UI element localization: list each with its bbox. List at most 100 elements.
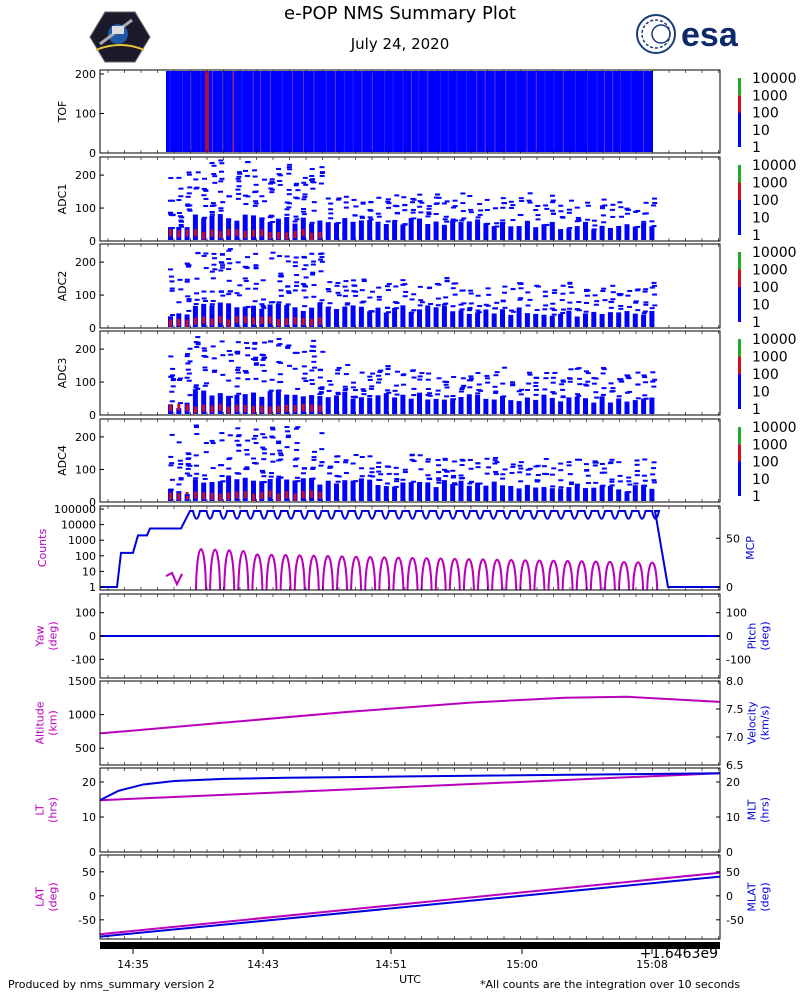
adc-column [292, 480, 298, 501]
adc-scatter-cell [617, 378, 623, 381]
adc-scatter-cell [293, 427, 299, 430]
adc-scatter-cell [367, 378, 373, 381]
adc-scatter-cell [276, 167, 282, 170]
adc-scatter-cell [376, 286, 382, 289]
adc-scatter-cell [401, 373, 407, 376]
adc-column [508, 314, 514, 327]
adc-scatter-cell [427, 286, 433, 289]
adc-column [251, 480, 256, 501]
adc-column [242, 477, 248, 501]
adc-scatter-cell [301, 289, 307, 292]
adc-scatter-cell [652, 284, 658, 287]
panel-7-right-ylabel-line: (km/s) [759, 705, 772, 740]
adc-scatter-cell [286, 188, 292, 191]
adc-scatter-cell [260, 358, 266, 361]
adc-scatter-cell [170, 378, 176, 381]
adc-scatter-cell [294, 351, 300, 354]
adc-scatter-cell [317, 302, 323, 305]
adc-scatter-cell [359, 216, 365, 219]
adc-scatter-cell [568, 286, 574, 289]
adc-scatter-cell [402, 223, 408, 226]
adc-scatter-cell [302, 176, 308, 179]
adc-column [500, 485, 505, 501]
adc-scatter-cell [294, 218, 300, 221]
adc-scatter-cell [335, 480, 341, 483]
panel-9-left-y-tick-label: 50 [82, 866, 96, 879]
adc-scatter-cell [583, 301, 589, 304]
adc-scatter-cell [186, 300, 192, 303]
adc-scatter-cell [319, 432, 325, 435]
adc-scatter-cell [220, 264, 226, 267]
adc-scatter-cell [267, 479, 273, 482]
adc-column [591, 229, 597, 240]
adc-scatter-cell [651, 204, 657, 207]
counts-pulse [265, 554, 278, 591]
adc-column [217, 393, 223, 414]
panel-7-right-tick-label: 7.5 [726, 703, 744, 716]
adc-scatter-cell [428, 302, 434, 305]
counts-pulse [321, 555, 334, 591]
counts-pulse [336, 555, 348, 591]
adc-scatter-cell [617, 201, 623, 204]
panel-frame-8 [99, 767, 721, 853]
adc-scatter-cell [210, 442, 216, 445]
adc-scatter-cell [651, 481, 657, 484]
adc-scatter-cell [459, 464, 465, 467]
panel-8-left-ylabel-line: (hrs) [47, 797, 60, 823]
adc-scatter-cell [209, 290, 215, 293]
spectrogram-1-ylabel-line: ADC1 [56, 184, 69, 215]
adc-scatter-cell [294, 476, 300, 479]
adc-scatter-cell [635, 397, 641, 400]
adc-scatter-cell [492, 385, 498, 388]
adc-scatter-cell [335, 392, 341, 395]
adc-scatter-cell [187, 474, 193, 477]
adc-scatter-cell [219, 474, 225, 477]
adc-column [508, 485, 514, 501]
adc-scatter-cell [426, 213, 432, 216]
adc-scatter-cell [433, 196, 439, 199]
adc-column [649, 397, 655, 414]
adc-column [392, 308, 398, 327]
adc-scatter-cell [559, 383, 565, 386]
adc-scatter-cell [300, 210, 306, 213]
adc-scatter-cell [270, 220, 276, 223]
adc-peak-cell [293, 317, 297, 325]
adc-scatter-cell [616, 395, 622, 398]
adc-column [259, 481, 265, 501]
adc-column [516, 488, 522, 501]
adc-column [475, 219, 481, 240]
adc-peak-cell [276, 493, 280, 501]
adc-scatter-cell [245, 287, 251, 290]
adc-column [524, 220, 530, 240]
adc-scatter-cell [385, 389, 391, 392]
colorbar-1 [738, 165, 741, 235]
adc-scatter-cell [518, 287, 524, 290]
adc-column [599, 485, 605, 501]
adc-scatter-cell [436, 377, 442, 380]
adc-scatter-cell [319, 448, 325, 451]
adc-scatter-cell [435, 459, 441, 462]
spectrogram-3-y-tick-label: 0 [89, 409, 96, 422]
panel-7-left-y-tick-label: 1500 [68, 675, 96, 688]
adc-scatter-cell [436, 479, 442, 482]
adc-scatter-cell [286, 291, 292, 294]
adc-column [466, 221, 472, 240]
adc-peak-cell [177, 493, 181, 501]
adc-scatter-cell [641, 374, 647, 377]
adc-scatter-cell [359, 475, 365, 478]
adc-scatter-cell [460, 210, 466, 213]
adc-scatter-cell [560, 395, 566, 398]
adc-scatter-cell [334, 455, 340, 458]
adc-scatter-cell [168, 355, 174, 358]
adc-scatter-cell [177, 215, 183, 218]
adc-scatter-cell [178, 219, 184, 222]
adc-scatter-cell [235, 427, 241, 430]
adc-scatter-cell [533, 465, 539, 468]
spectrogram-4-ylabel-line: ADC4 [56, 445, 69, 476]
adc-scatter-cell [460, 192, 466, 195]
adc-scatter-cell [485, 222, 491, 225]
adc-scatter-cell [311, 201, 317, 204]
counts-pulse [364, 556, 377, 591]
adc-scatter-cell [220, 201, 226, 204]
adc-scatter-cell [527, 201, 533, 204]
